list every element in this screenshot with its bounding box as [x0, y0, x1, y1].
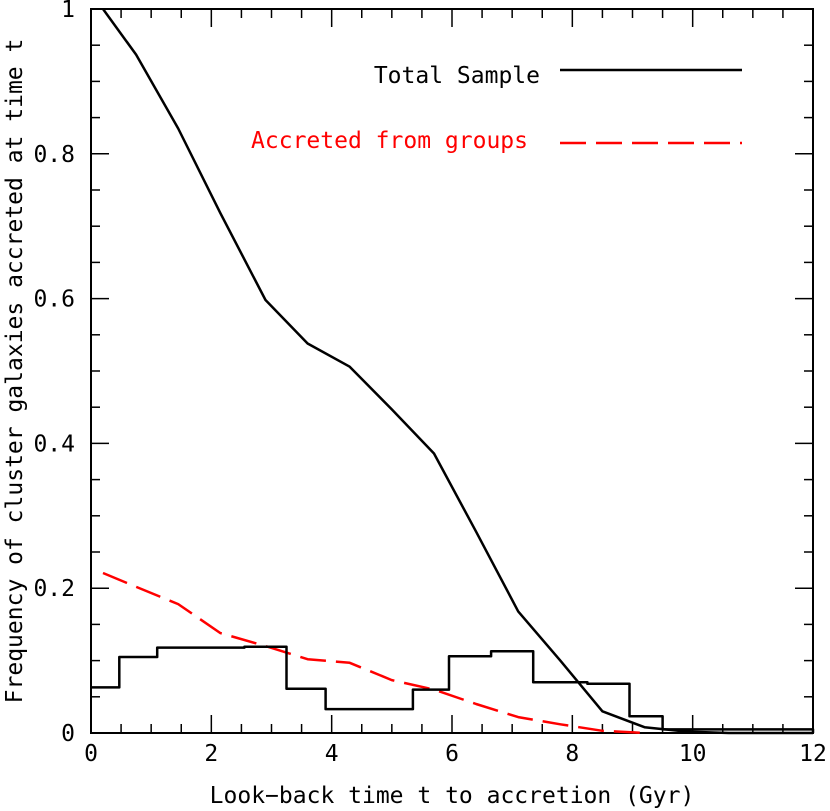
x-tick-label: 10: [679, 741, 707, 767]
x-axis-title: Look−back time t to accretion (Gyr): [210, 783, 695, 809]
y-tick-label: 0.2: [33, 576, 75, 602]
total-sample-line: [101, 8, 813, 735]
series-layer: [91, 8, 815, 735]
plot-frame: [90, 8, 814, 734]
x-tick-label: 2: [204, 741, 218, 767]
y-axis-title: Frequency of cluster galaxies accreted a…: [2, 39, 28, 704]
legend-label-total-sample: Total Sample: [374, 63, 540, 89]
y-tick-label: 1: [61, 0, 75, 23]
x-tick-label: 12: [799, 741, 827, 767]
y-tick-label: 0.6: [33, 287, 75, 313]
accreted-from-groups-line: [102, 571, 645, 735]
x-tick-label: 8: [565, 741, 579, 767]
y-tick-label: 0.4: [33, 431, 75, 457]
x-tick-label: 4: [325, 741, 339, 767]
y-tick-label: 0: [61, 721, 75, 747]
axis-ticks: [90, 8, 814, 734]
histogram-step-line: [91, 645, 815, 733]
x-tick-label: 6: [445, 741, 459, 767]
y-tick-label: 0.8: [33, 142, 75, 168]
tick-labels: 0 2 4 6 8 10 12 0 0.2 0.4 0.6 0.8 1: [33, 0, 826, 767]
legend-label-accreted-from-groups: Accreted from groups: [251, 128, 528, 154]
x-tick-label: 0: [84, 741, 98, 767]
legend: Total Sample Accreted from groups: [251, 63, 742, 154]
